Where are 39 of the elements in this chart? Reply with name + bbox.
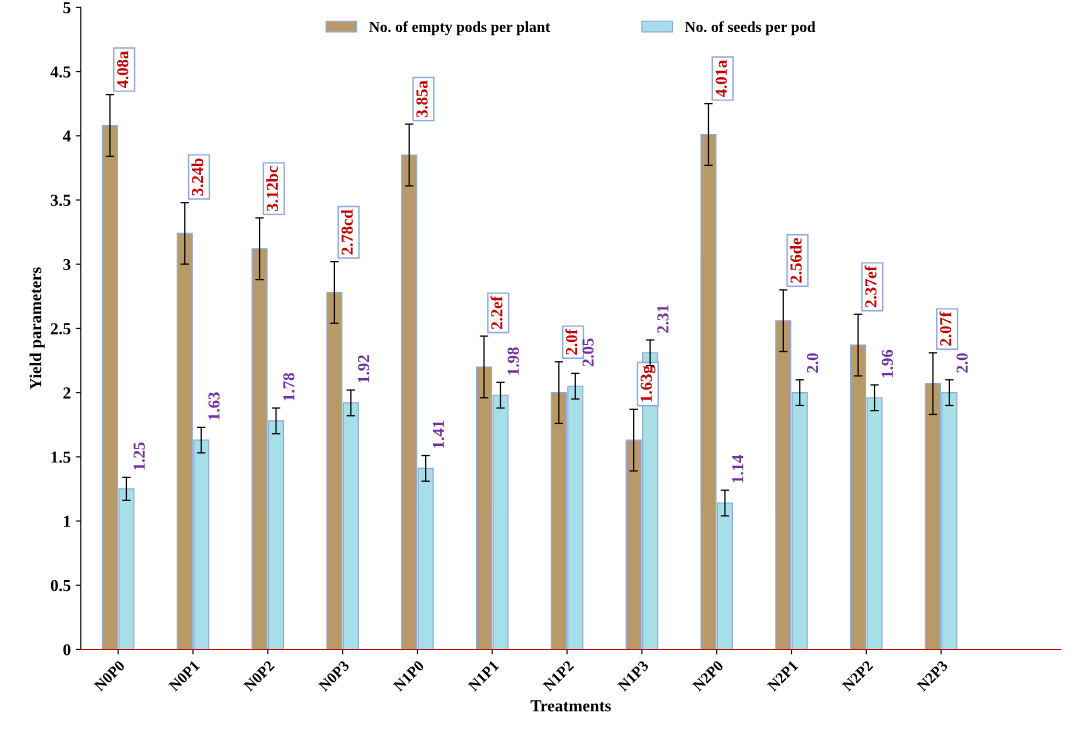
y-tick-label: 2 xyxy=(63,387,71,399)
x-axis-title: Treatments xyxy=(530,700,611,712)
y-tick-label: 3.5 xyxy=(50,194,71,207)
data-label: 1.96 xyxy=(881,349,894,378)
data-label: 4.08a xyxy=(117,51,129,89)
data-label: 3.85a xyxy=(416,80,428,118)
y-tick-label: 0 xyxy=(63,644,71,656)
data-label: 1.14 xyxy=(732,454,744,483)
data-label: 3.12bc xyxy=(266,166,279,211)
y-axis-title: Yield parameters xyxy=(29,267,45,390)
y-tick-label: 5 xyxy=(63,2,71,14)
y-tick-label: 1 xyxy=(64,515,71,527)
data-label: 2.0 xyxy=(806,353,819,373)
data-label: 4.01a xyxy=(715,60,727,98)
y-tick-label: 0.5 xyxy=(50,579,71,592)
data-label: 1.92 xyxy=(358,355,370,383)
y-tick-label: 2.5 xyxy=(50,323,71,335)
y-tick-label: 4 xyxy=(62,130,71,142)
y-tick-label: 3 xyxy=(63,258,71,271)
data-label: 2.78cd xyxy=(341,209,353,255)
data-label: 2.07f xyxy=(939,311,952,346)
legend-label: No. of empty pods per plant xyxy=(369,21,551,36)
data-label: 1.41 xyxy=(432,420,445,448)
data-label: 1.98 xyxy=(507,347,519,375)
y-tick-label: 4.5 xyxy=(50,66,71,78)
data-label: 2.37ef xyxy=(864,265,877,308)
data-label: 1.63g xyxy=(640,365,656,402)
data-label: 1.25 xyxy=(133,442,145,470)
data-label: 2.0f xyxy=(565,328,578,355)
data-label: 3.24b xyxy=(191,158,204,196)
data-label: 2.56de xyxy=(789,238,802,283)
data-label: 2.31 xyxy=(657,305,669,333)
legend-label: No. of seeds per pod xyxy=(684,21,816,36)
data-label: 2.0 xyxy=(956,353,968,373)
data-label: 1.63 xyxy=(208,392,220,420)
y-tick-label: 1.5 xyxy=(51,451,71,463)
data-label: 2.2ef xyxy=(490,295,503,329)
data-label: 2.05 xyxy=(582,338,594,367)
data-label: 1.78 xyxy=(283,372,295,401)
